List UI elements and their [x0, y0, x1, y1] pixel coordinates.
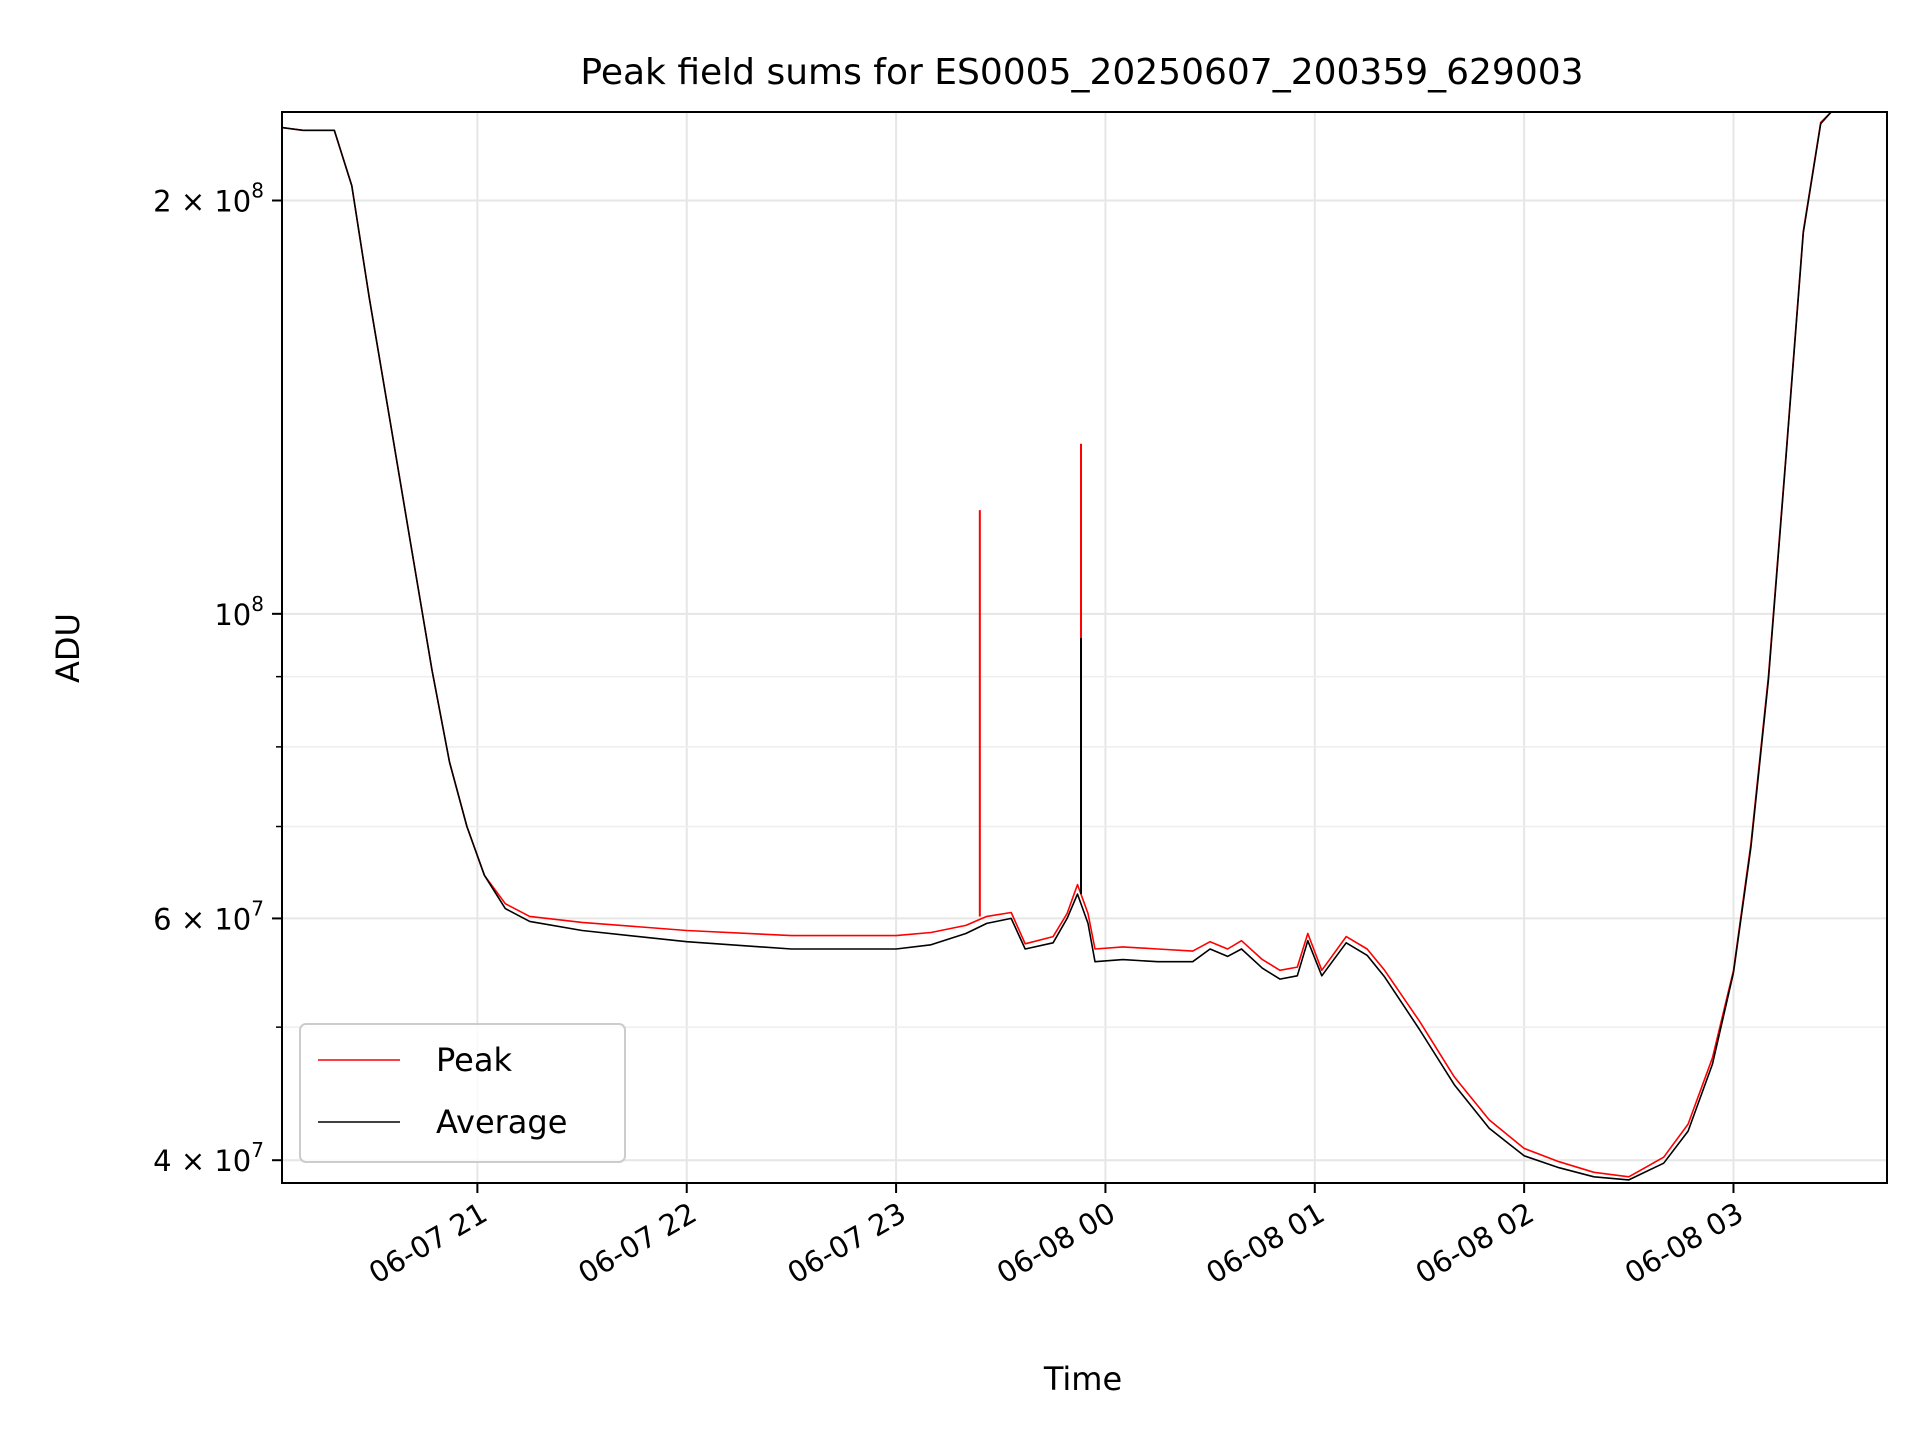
- y-tick-label: 6 × 107: [153, 896, 264, 936]
- y-axis: 4 × 107 6 × 107 108 2 × 108: [153, 179, 282, 1178]
- legend: Peak Average: [299, 1023, 626, 1163]
- legend-label-peak: Peak: [436, 1041, 512, 1079]
- series-line-average: [282, 112, 1887, 1181]
- x-axis-label: Time: [1043, 1360, 1122, 1398]
- legend-label-average: Average: [436, 1103, 567, 1141]
- series-layer: [282, 112, 1887, 1181]
- y-tick-label: 4 × 107: [153, 1138, 264, 1178]
- y-axis-label: ADU: [49, 613, 87, 683]
- y-tick-label: 2 × 108: [153, 179, 264, 219]
- y-tick-label: 108: [214, 592, 264, 632]
- legend-box: [299, 1023, 626, 1163]
- chart-title: Peak field sums for ES0005_20250607_2003…: [580, 52, 1583, 93]
- plot-frame: [281, 111, 1888, 1184]
